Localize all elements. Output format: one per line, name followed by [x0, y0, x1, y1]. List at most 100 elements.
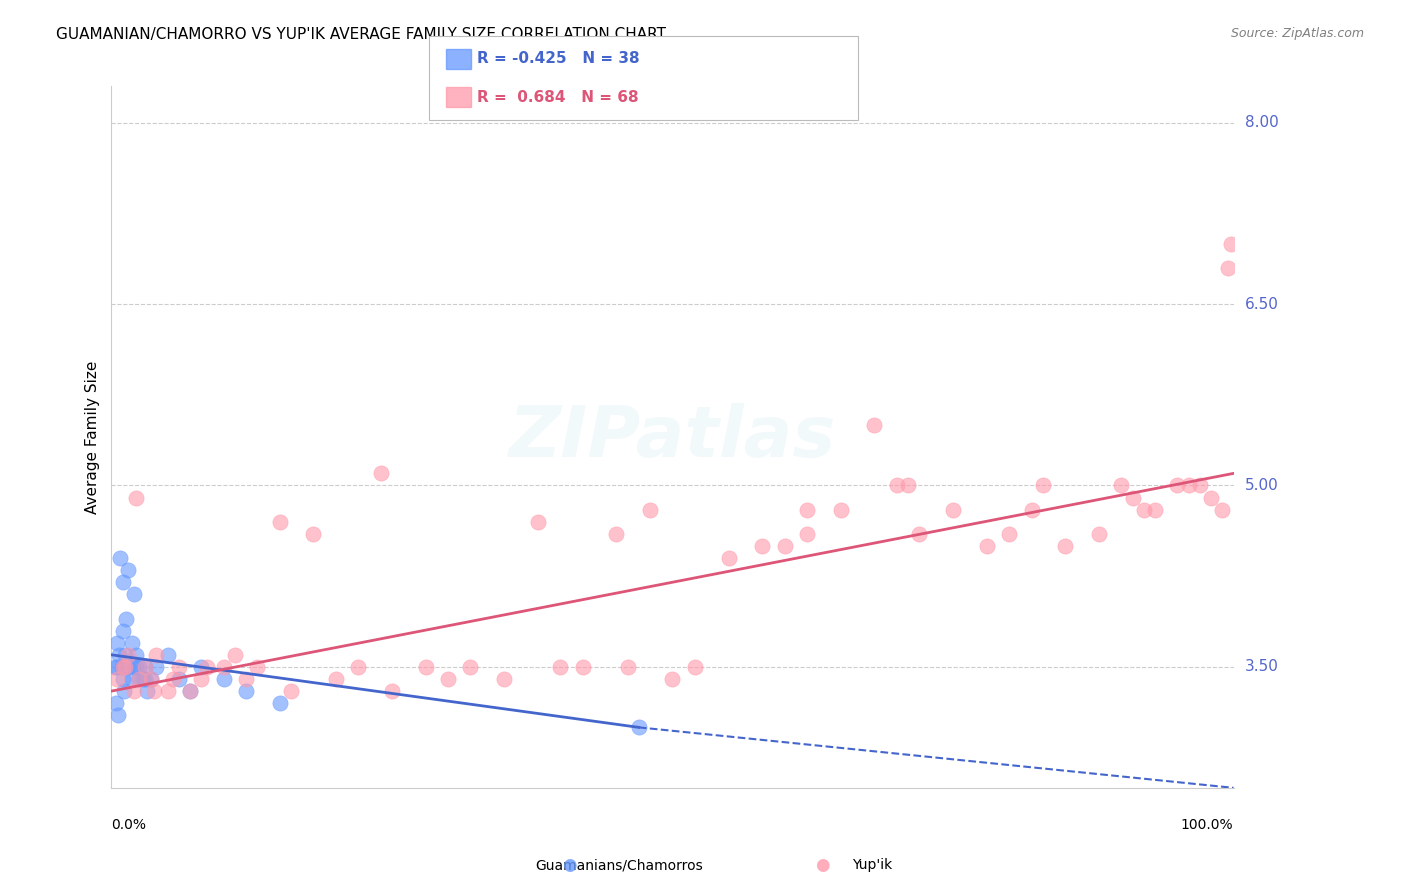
- Point: [415, 660, 437, 674]
- Point: [122, 660, 145, 674]
- Text: 6.50: 6.50: [1244, 296, 1278, 311]
- Point: [897, 478, 920, 492]
- Text: R =  0.684   N = 68: R = 0.684 N = 68: [477, 90, 638, 104]
- Point: [105, 660, 128, 674]
- Point: [107, 708, 129, 723]
- Text: R = -0.425   N = 38: R = -0.425 N = 38: [477, 52, 640, 66]
- Point: [661, 672, 683, 686]
- Point: [1111, 478, 1133, 492]
- Point: [104, 660, 127, 674]
- Point: [105, 636, 128, 650]
- Text: GUAMANIAN/CHAMORRO VS YUP'IK AVERAGE FAMILY SIZE CORRELATION CHART: GUAMANIAN/CHAMORRO VS YUP'IK AVERAGE FAM…: [56, 27, 666, 42]
- Point: [156, 684, 179, 698]
- Point: [162, 672, 184, 686]
- Point: [235, 672, 257, 686]
- Text: 3.50: 3.50: [1244, 659, 1278, 674]
- Text: ZIPatlas: ZIPatlas: [509, 402, 837, 472]
- Point: [683, 660, 706, 674]
- Point: [796, 526, 818, 541]
- Point: [269, 696, 291, 710]
- Point: [773, 539, 796, 553]
- Point: [114, 648, 136, 662]
- Point: [280, 684, 302, 698]
- Point: [111, 624, 134, 638]
- Point: [1188, 478, 1211, 492]
- Point: [751, 539, 773, 553]
- Point: [179, 684, 201, 698]
- Point: [121, 672, 143, 686]
- Point: [638, 502, 661, 516]
- Point: [122, 587, 145, 601]
- Text: 8.00: 8.00: [1244, 115, 1278, 130]
- Point: [117, 563, 139, 577]
- Text: Source: ZipAtlas.com: Source: ZipAtlas.com: [1230, 27, 1364, 40]
- Text: Guamanians/Chamorros: Guamanians/Chamorros: [534, 858, 703, 872]
- Point: [134, 660, 156, 674]
- Point: [110, 551, 132, 566]
- Point: [105, 672, 128, 686]
- Point: [908, 526, 931, 541]
- Point: [347, 660, 370, 674]
- Point: [134, 672, 156, 686]
- Point: [111, 575, 134, 590]
- Point: [156, 648, 179, 662]
- Point: [167, 672, 190, 686]
- Point: [111, 672, 134, 686]
- Point: [571, 660, 593, 674]
- Point: [494, 672, 516, 686]
- Point: [1143, 502, 1166, 516]
- Point: [122, 684, 145, 698]
- Point: [717, 551, 740, 566]
- Point: [125, 648, 148, 662]
- Point: [114, 660, 136, 674]
- Point: [548, 660, 571, 674]
- Point: [125, 491, 148, 505]
- Point: [1032, 478, 1054, 492]
- Point: [139, 672, 162, 686]
- Point: [132, 672, 155, 686]
- Point: [235, 684, 257, 698]
- Point: [212, 672, 235, 686]
- Point: [128, 660, 150, 674]
- Point: [179, 684, 201, 698]
- Point: [325, 672, 347, 686]
- Point: [145, 648, 167, 662]
- Point: [1220, 236, 1243, 251]
- Point: [370, 467, 392, 481]
- Point: [886, 478, 908, 492]
- Point: [145, 660, 167, 674]
- Point: [381, 684, 404, 698]
- Point: [190, 660, 212, 674]
- Text: ●: ●: [815, 856, 830, 874]
- Text: Yup'ik: Yup'ik: [852, 858, 891, 872]
- Point: [527, 515, 550, 529]
- Point: [117, 648, 139, 662]
- Point: [246, 660, 269, 674]
- Point: [108, 648, 131, 662]
- Point: [1166, 478, 1188, 492]
- Point: [460, 660, 482, 674]
- Point: [111, 660, 134, 674]
- Point: [139, 672, 162, 686]
- Point: [1088, 526, 1111, 541]
- Point: [942, 502, 965, 516]
- Point: [128, 672, 150, 686]
- Y-axis label: Average Family Size: Average Family Size: [86, 360, 100, 514]
- Point: [115, 611, 138, 625]
- Point: [796, 502, 818, 516]
- Point: [190, 672, 212, 686]
- Point: [269, 515, 291, 529]
- Point: [1211, 502, 1233, 516]
- Point: [863, 417, 886, 432]
- Point: [121, 636, 143, 650]
- Point: [128, 672, 150, 686]
- Point: [830, 502, 852, 516]
- Point: [134, 660, 156, 674]
- Text: ●: ●: [562, 856, 576, 874]
- Point: [627, 720, 650, 734]
- Point: [1177, 478, 1199, 492]
- Point: [1216, 260, 1239, 275]
- Point: [104, 696, 127, 710]
- Point: [212, 660, 235, 674]
- Text: 100.0%: 100.0%: [1181, 818, 1233, 832]
